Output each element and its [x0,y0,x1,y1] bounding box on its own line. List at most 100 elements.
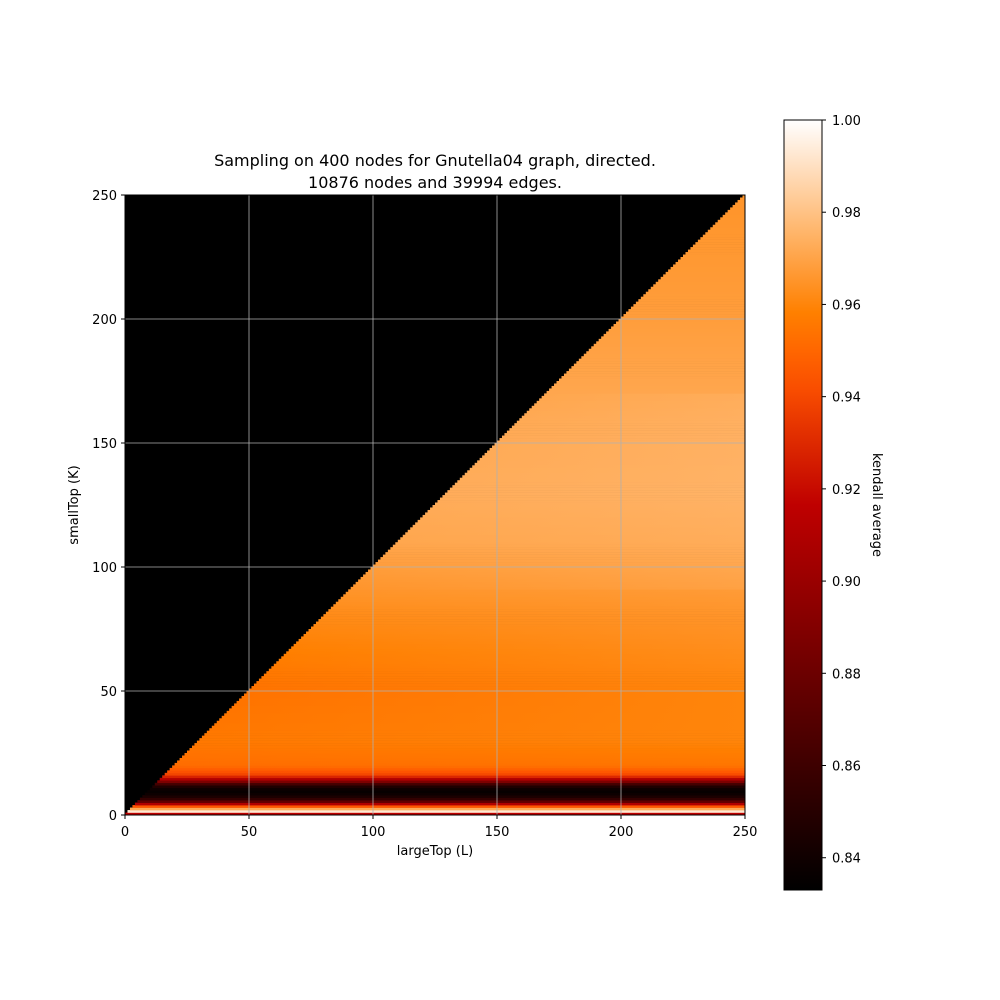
heatmap-row [650,286,745,290]
heatmap-row [348,589,745,593]
heatmap-row [169,767,745,771]
heatmap-row [472,465,745,469]
y-axis-label: smallTop (K) [67,465,82,544]
heatmap-row [586,351,745,355]
heatmap-row [241,695,745,699]
heatmap-row [504,433,745,436]
heatmap-row [281,656,745,660]
heatmap-row [137,800,745,803]
heatmap-row [479,457,745,461]
heatmap-row [358,579,745,583]
heatmap-row [467,470,745,474]
heatmap-row [219,718,745,722]
heatmap-row [380,557,745,560]
heatmap-row [715,222,745,226]
heatmap-row [435,502,745,506]
heatmap-row [392,544,745,548]
heatmap-row [732,204,745,208]
heatmap-row [727,209,745,213]
y-axis-ticks: 0 50 100 150 200 250 [92,189,125,824]
heatmap-row [531,405,745,409]
heatmap-row [601,336,745,340]
heatmap-row [177,760,745,764]
heatmap-row [432,505,745,508]
heatmap-row [685,252,745,255]
plot-frame [124,194,746,816]
heatmap-row [581,356,745,359]
heatmap-row [613,323,745,327]
heatmap-row [494,443,745,446]
heatmap-row [397,539,745,543]
heatmap-row [618,319,745,322]
heatmap-row [430,507,745,511]
x-tick-label: 250 [733,825,758,840]
heatmap-row [521,415,745,419]
heatmap-row [516,420,745,424]
heatmap-row [509,428,745,431]
heatmap-row [722,214,745,218]
heatmap-row [559,378,745,382]
heatmap-row [730,207,745,211]
heatmap-row [400,537,745,541]
heatmap-row [449,487,745,491]
heatmap-row [187,750,745,754]
heatmap-row [487,450,745,454]
heatmap-row [687,249,745,253]
heatmap-row [658,279,745,283]
heatmap-row [635,301,745,305]
heatmap-row [633,304,745,307]
colorbar-label: kendall average [869,453,884,557]
heatmap-row [524,413,745,417]
heatmap-row [735,202,745,206]
heatmap-row [315,621,745,625]
heatmap-row [385,552,745,555]
heatmap-row [707,229,745,233]
heatmap-row [412,524,745,528]
heatmap-row [303,633,745,637]
heatmap-row [653,284,745,288]
heatmap-row [164,772,745,776]
heatmap-row [194,743,745,746]
heatmap-row [457,480,745,483]
heatmap-row [276,661,745,665]
heatmap-row [576,361,745,364]
heatmap-row [603,333,745,337]
heatmap-row [125,812,745,815]
heatmap-row [680,257,745,260]
heatmap-row [608,328,745,332]
heatmap-row [702,234,745,238]
heatmap-row [660,276,745,280]
heatmap-row [638,299,745,302]
heatmap-row [266,671,745,674]
heatmap-row [184,753,745,756]
heatmap-row [268,668,745,672]
heatmap-row [350,586,745,590]
heatmap-row [261,676,745,679]
heatmap-row [172,765,745,769]
heatmap-row [162,775,745,779]
heatmap-row [157,780,745,784]
heatmap-row [439,497,745,501]
heatmap-row [648,289,745,293]
heatmap-row [129,807,745,811]
heatmap-row [591,346,745,350]
heatmap-row [692,244,745,248]
heatmap-row [206,730,745,734]
heatmap-row [549,388,745,392]
heatmap-row [536,400,745,404]
heatmap-row [464,472,745,476]
heatmap-row [539,398,745,402]
heatmap-row [499,438,745,441]
heatmap-row [665,271,745,275]
heatmap-row [623,314,745,317]
x-tick-label: 100 [361,825,386,840]
heatmap-row [258,678,745,682]
heatmap-row [293,643,745,647]
heatmap-row [236,700,745,704]
colorbar-tick-label: 0.92 [832,483,861,498]
heatmap-row [182,755,745,759]
heatmap-row [740,197,745,201]
heatmap-row [211,725,745,729]
y-tick-label: 50 [100,685,117,700]
y-tick-label: 150 [92,437,117,452]
